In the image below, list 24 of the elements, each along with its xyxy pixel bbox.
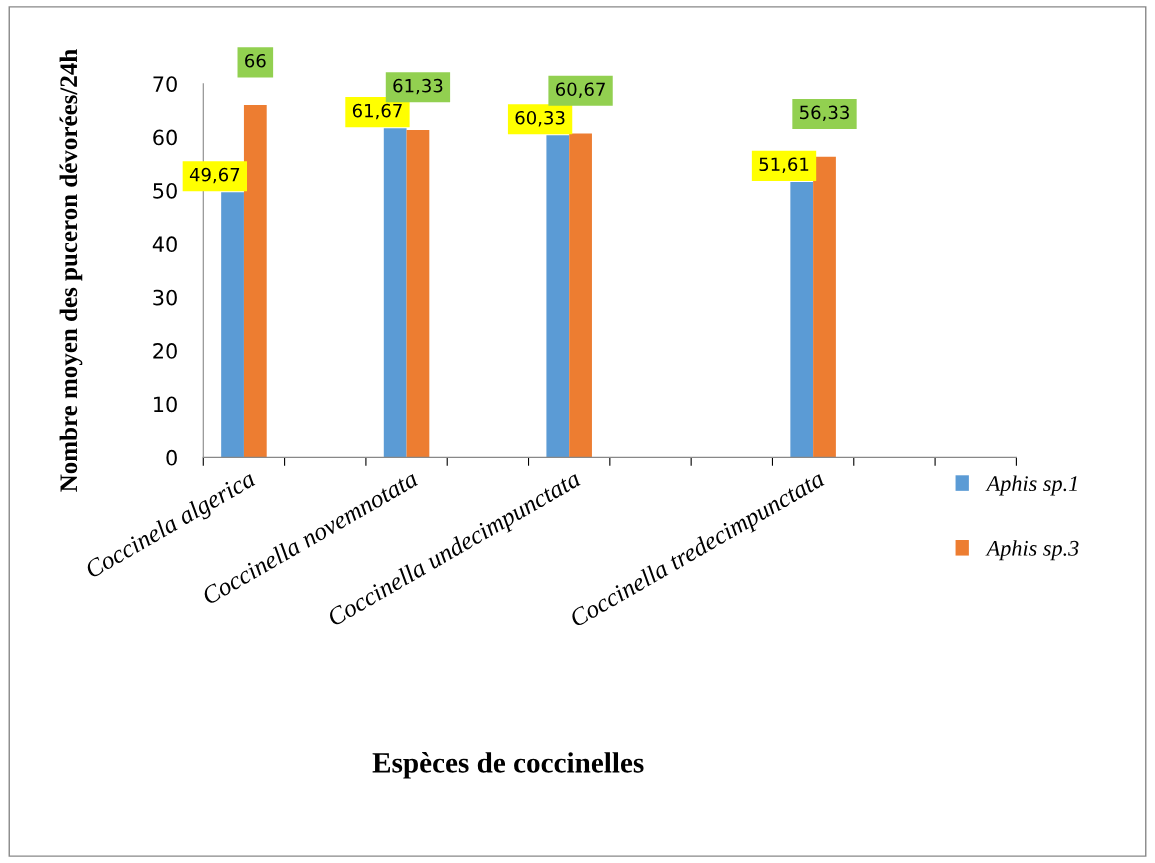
data-label: 60,33 xyxy=(515,110,565,127)
y-axis-title: Nombre moyen des puceron dévorées/24h xyxy=(59,49,83,492)
bar xyxy=(813,156,836,458)
y-tick-label: 70 xyxy=(153,76,177,92)
data-label: 56,33 xyxy=(800,105,849,122)
y-tick-label: 50 xyxy=(153,182,177,199)
data-label: 61,33 xyxy=(393,78,443,95)
data-label: 66 xyxy=(245,53,266,68)
bar xyxy=(569,133,592,458)
y-tick-label: 60 xyxy=(153,129,177,146)
legend-label: Aphis sp.3 xyxy=(985,540,1079,561)
y-tick-label: 0 xyxy=(166,449,177,466)
y-tick-label: 10 xyxy=(154,396,177,413)
y-tick-label: 20 xyxy=(153,343,177,359)
bar xyxy=(406,129,430,458)
x-axis-title: Espèces de coccinelles xyxy=(372,752,644,779)
bar xyxy=(243,105,267,458)
data-label: 60,67 xyxy=(555,82,605,98)
y-tick-label: 30 xyxy=(153,289,177,306)
data-label: 49,67 xyxy=(189,167,240,184)
data-label: 61,67 xyxy=(352,103,402,120)
data-label: 51,61 xyxy=(759,157,809,173)
y-tick-label: 40 xyxy=(152,236,177,253)
legend-label: Aphis sp.1 xyxy=(985,475,1077,496)
